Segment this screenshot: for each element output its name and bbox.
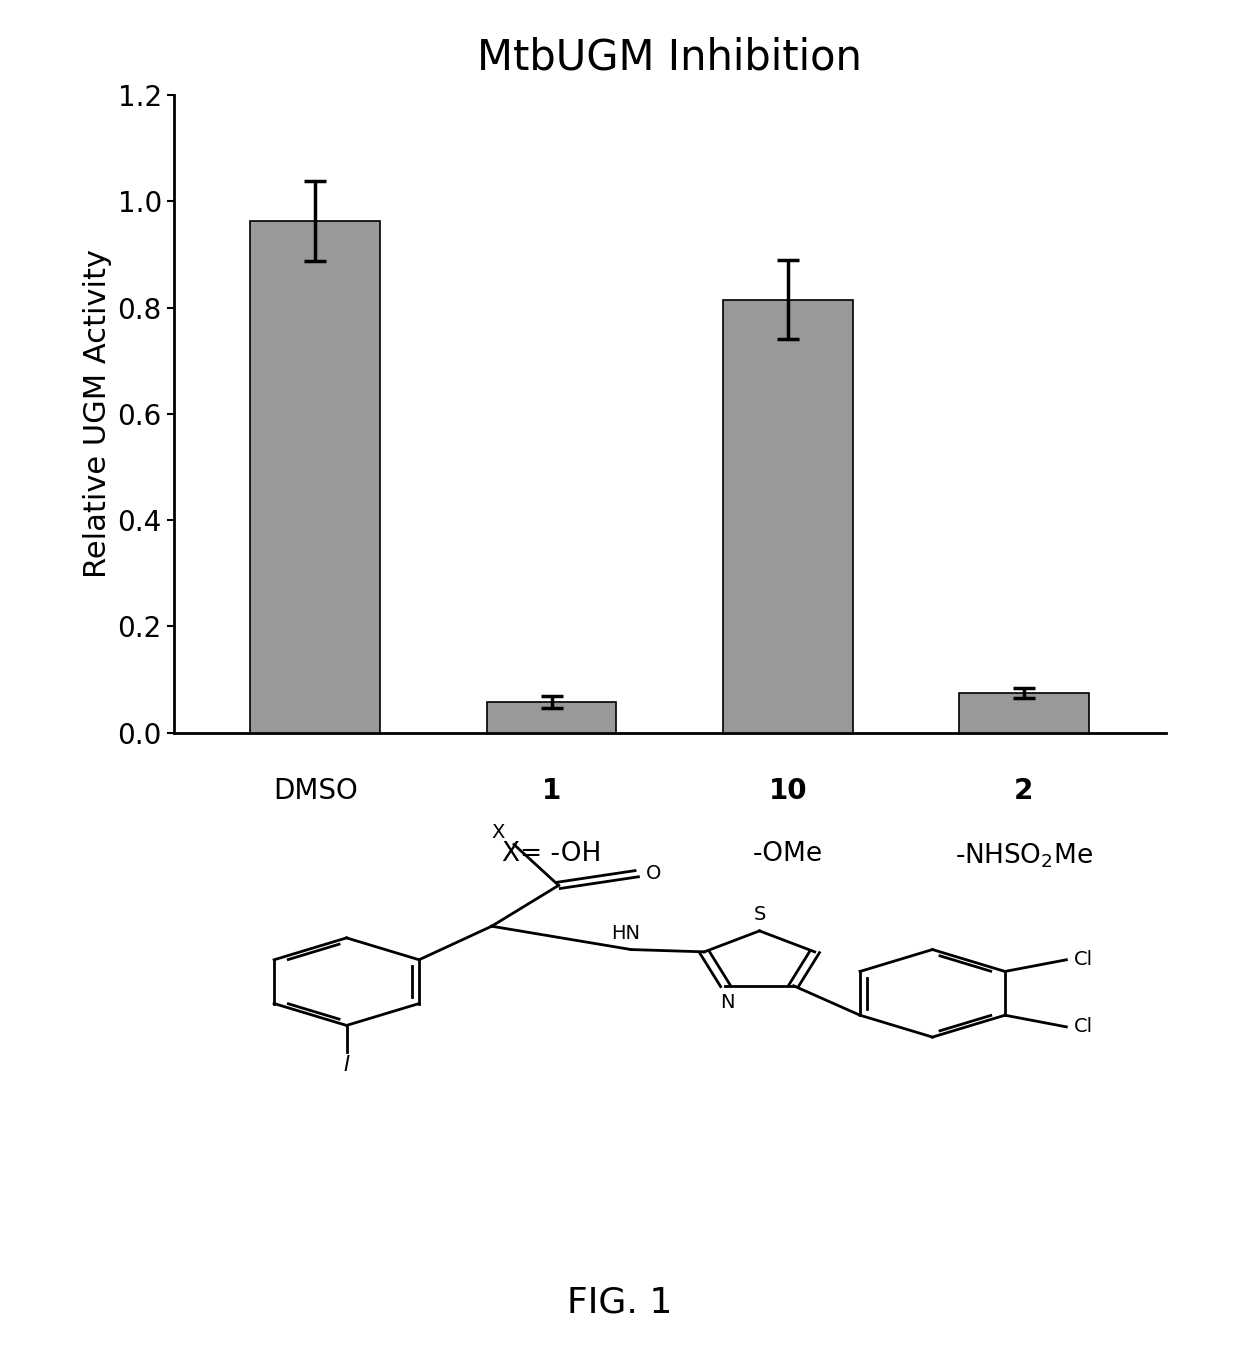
Text: O: O: [646, 864, 661, 883]
Text: FIG. 1: FIG. 1: [568, 1285, 672, 1319]
Text: HN: HN: [611, 924, 640, 943]
Text: -NHSO$_2$Me: -NHSO$_2$Me: [955, 841, 1092, 870]
Text: -OMe: -OMe: [753, 841, 823, 867]
Text: Cl: Cl: [1074, 950, 1094, 969]
Bar: [250, 221, 381, 733]
Title: MtbUGM Inhibition: MtbUGM Inhibition: [477, 37, 862, 79]
Text: N: N: [720, 993, 735, 1012]
Bar: [723, 300, 853, 733]
Text: I: I: [343, 1054, 350, 1075]
Text: 1: 1: [542, 778, 562, 806]
Text: 2: 2: [1014, 778, 1034, 806]
Text: S: S: [754, 905, 765, 924]
Text: X: X: [492, 822, 505, 841]
Bar: [959, 693, 1089, 733]
Text: X= -OH: X= -OH: [502, 841, 601, 867]
Y-axis label: Relative UGM Activity: Relative UGM Activity: [83, 250, 112, 578]
Text: 10: 10: [769, 778, 807, 806]
Text: DMSO: DMSO: [273, 778, 357, 806]
Bar: [486, 702, 616, 733]
Text: Cl: Cl: [1074, 1018, 1094, 1037]
